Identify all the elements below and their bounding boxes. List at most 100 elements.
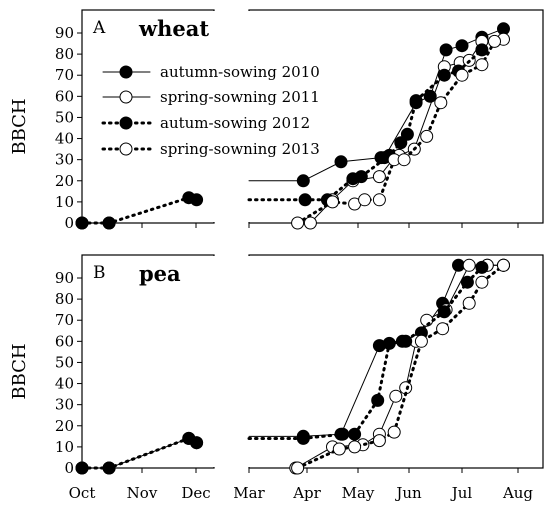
y-tick-label: 50 xyxy=(55,108,74,126)
data-point xyxy=(439,43,453,57)
panel-letter: A xyxy=(92,18,106,38)
data-point xyxy=(102,216,116,230)
legend-item: spring-sowning 2011 xyxy=(102,88,320,106)
data-point xyxy=(475,260,489,274)
data-point xyxy=(455,68,469,82)
x-tick-label: Jun xyxy=(394,484,422,502)
y-tick-label: 70 xyxy=(55,311,74,329)
series-line xyxy=(302,264,504,437)
y-tick-label: 90 xyxy=(55,269,74,287)
data-point xyxy=(291,216,305,230)
data-point xyxy=(414,334,428,348)
data-point xyxy=(336,427,350,441)
data-point xyxy=(434,96,448,110)
legend-item: autum-sowing 2012 xyxy=(101,114,310,132)
y-tick-label: 20 xyxy=(55,172,74,190)
series-line xyxy=(302,28,504,182)
series-3 xyxy=(291,34,501,230)
data-point xyxy=(296,174,310,188)
data-point xyxy=(303,216,317,230)
y-tick-label: 60 xyxy=(55,332,74,350)
x-tick-label: Nov xyxy=(127,484,158,502)
y-tick-label: 10 xyxy=(55,438,74,456)
legend-marker xyxy=(119,65,133,79)
legend-marker xyxy=(119,142,133,156)
data-point xyxy=(436,322,450,336)
x-tick-label: Aug xyxy=(502,484,533,502)
crop-title: pea xyxy=(139,261,181,286)
legend-label: spring-sowning 2013 xyxy=(160,140,320,158)
y-axis-label: BBCH xyxy=(9,343,30,399)
data-point xyxy=(399,334,413,348)
data-point xyxy=(455,39,469,53)
legend-item: spring-sowning 2013 xyxy=(101,140,320,158)
legend: autumn-sowing 2010 spring-sowning 2011 aut… xyxy=(101,63,320,158)
legend-label: autum-sowing 2012 xyxy=(160,114,310,132)
y-tick-label: 80 xyxy=(55,290,74,308)
data-point xyxy=(372,170,386,184)
data-point xyxy=(488,34,501,48)
data-point xyxy=(326,195,339,209)
data-point xyxy=(75,216,89,230)
data-point xyxy=(296,431,310,445)
crop-title: wheat xyxy=(138,16,209,41)
data-point xyxy=(389,389,403,403)
x-tick-label: Oct xyxy=(69,484,96,502)
x-tick-label: Apr xyxy=(292,484,321,502)
legend-marker xyxy=(119,116,133,130)
x-tick-label: Jul xyxy=(450,484,473,502)
data-point xyxy=(102,461,116,475)
y-tick-label: 20 xyxy=(55,417,74,435)
y-tick-label: 30 xyxy=(55,396,74,414)
x-tick-label: Dec xyxy=(181,484,210,502)
y-tick-label: 90 xyxy=(55,24,74,42)
panel-letter: B xyxy=(93,263,106,283)
series-line xyxy=(80,436,199,470)
data-point xyxy=(190,193,204,207)
legend-label: autumn-sowing 2010 xyxy=(160,63,320,81)
data-point xyxy=(437,305,451,319)
data-point xyxy=(291,461,305,475)
series-line xyxy=(296,263,505,470)
data-point xyxy=(358,193,372,207)
data-point xyxy=(382,336,396,350)
y-tick-label: 80 xyxy=(55,45,74,63)
series-line xyxy=(80,196,199,225)
series-3 xyxy=(291,258,510,475)
y-axis-label: BBCH xyxy=(9,98,30,154)
legend-marker xyxy=(119,90,133,104)
data-point xyxy=(75,461,89,475)
y-tick-label: 40 xyxy=(55,375,74,393)
data-point xyxy=(387,425,401,439)
data-point xyxy=(397,153,411,167)
series-line xyxy=(81,437,198,469)
data-point xyxy=(409,94,423,108)
data-point xyxy=(348,440,362,454)
series-2 xyxy=(75,260,489,475)
data-point xyxy=(420,129,434,143)
data-point xyxy=(348,427,362,441)
data-point xyxy=(372,193,386,207)
y-tick-label: 0 xyxy=(64,459,74,477)
data-point xyxy=(462,296,476,310)
y-tick-label: 60 xyxy=(55,87,74,105)
series-0 xyxy=(75,258,510,475)
data-point xyxy=(298,193,312,207)
panel-b: 0 10 20 30 40 50 60 70 80 90 Oct Nov Dec Mar Apr May Jun… xyxy=(9,254,544,502)
data-point xyxy=(354,170,368,184)
data-point xyxy=(475,43,489,57)
data-point xyxy=(423,89,437,103)
y-tick-label: 70 xyxy=(55,66,74,84)
y-tick-label: 50 xyxy=(55,353,74,371)
y-tick-label: 30 xyxy=(55,151,74,169)
data-point xyxy=(371,393,385,407)
y-tick-label: 10 xyxy=(55,193,74,211)
data-point xyxy=(437,68,451,82)
data-point xyxy=(475,275,489,289)
data-point xyxy=(372,434,386,448)
data-point xyxy=(497,258,510,272)
y-tick-label: 0 xyxy=(64,214,74,232)
data-point xyxy=(394,136,408,150)
y-tick-label: 40 xyxy=(55,130,74,148)
